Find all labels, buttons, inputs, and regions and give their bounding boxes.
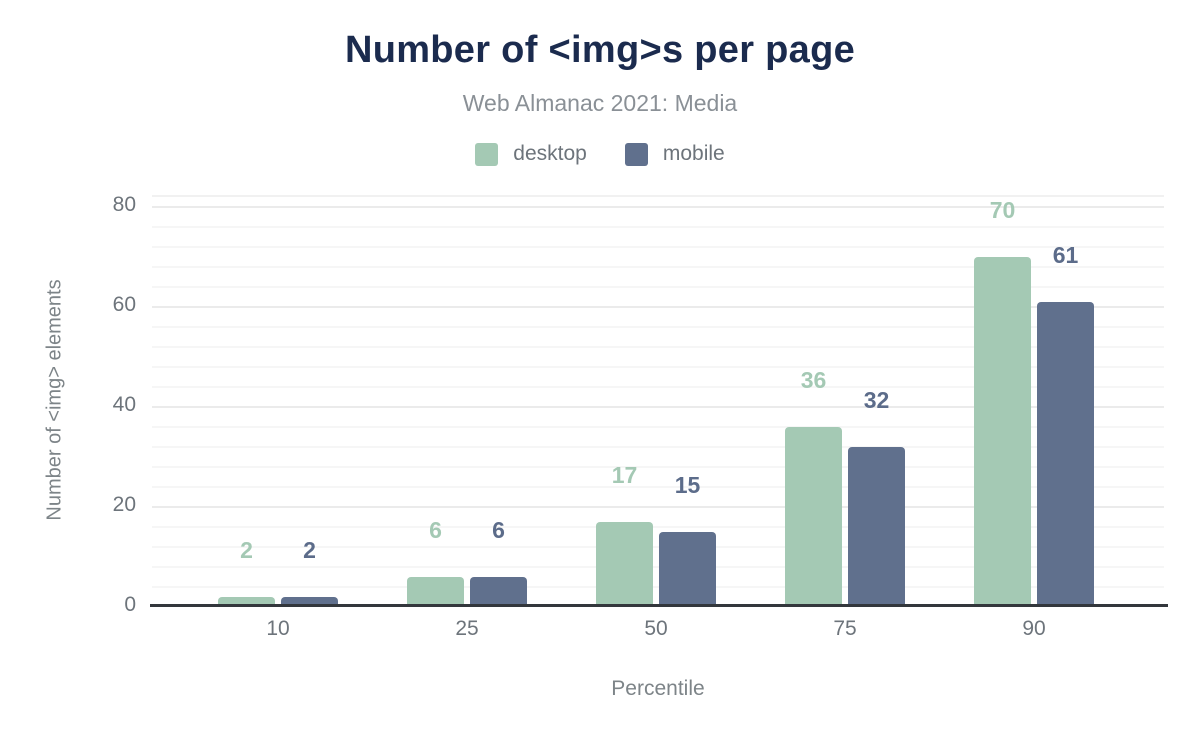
bar-value-desktop-p25: 6 [429, 517, 442, 543]
minor-gridline-28 [152, 466, 1164, 468]
plot-area: 2 2 6 6 17 15 36 32 70 61 [152, 195, 1164, 607]
bar-value-mobile-p25: 6 [492, 517, 505, 543]
bar-desktop-p10[interactable] [218, 597, 275, 607]
bar-value-desktop-p50: 17 [611, 462, 638, 488]
bar-desktop-p90[interactable] [974, 257, 1031, 607]
x-tick-25: 25 [455, 617, 479, 640]
bar-value-mobile-p50: 15 [674, 472, 701, 498]
minor-gridline-44 [152, 386, 1164, 388]
x-tick-75: 75 [833, 617, 857, 640]
minor-gridline-48 [152, 366, 1164, 368]
minor-gridline-16 [152, 526, 1164, 528]
minor-gridline-12 [152, 546, 1164, 548]
legend-swatch-desktop [475, 142, 499, 166]
x-tick-10: 10 [266, 617, 290, 640]
bar-value-mobile-p90: 61 [1052, 242, 1079, 268]
x-tick-90: 90 [1022, 617, 1046, 640]
major-gridline-20 [152, 506, 1164, 508]
chart-subtitle: Web Almanac 2021: Media [462, 90, 738, 116]
bar-value-desktop-p75: 36 [800, 367, 827, 393]
minor-gridline-8 [152, 566, 1164, 568]
bar-mobile-p90[interactable] [1037, 302, 1094, 607]
legend-item-desktop[interactable]: desktop [475, 142, 587, 166]
chart-title: Number of <img>s per page [344, 29, 856, 71]
bar-desktop-p25[interactable] [407, 577, 464, 607]
minor-gridline-68 [152, 266, 1164, 268]
major-gridline-60 [152, 306, 1164, 308]
bar-mobile-p25[interactable] [470, 577, 527, 607]
y-tick-0: 0 [124, 593, 136, 616]
x-axis-title: Percentile [611, 677, 705, 700]
bar-desktop-p75[interactable] [785, 427, 842, 607]
minor-gridline-32 [152, 446, 1164, 448]
minor-gridline-52 [152, 346, 1164, 348]
bar-mobile-p10[interactable] [281, 597, 338, 607]
bar-value-desktop-p10: 2 [240, 537, 253, 563]
minor-gridline-56 [152, 326, 1164, 328]
minor-gridline-64 [152, 286, 1164, 288]
bar-mobile-p50[interactable] [659, 532, 716, 607]
y-tick-40: 40 [112, 393, 136, 416]
minor-gridline-76 [152, 226, 1164, 228]
bar-value-mobile-p10: 2 [303, 537, 316, 563]
minor-gridline-4 [152, 586, 1164, 588]
x-tick-50: 50 [644, 617, 668, 640]
x-axis-line [150, 604, 1168, 607]
bar-value-mobile-p75: 32 [863, 387, 890, 413]
legend-swatch-mobile [624, 142, 648, 166]
major-gridline-80 [152, 206, 1164, 208]
legend-label-desktop: desktop [513, 142, 587, 165]
y-tick-60: 60 [112, 293, 136, 316]
y-tick-20: 20 [112, 493, 136, 516]
bar-mobile-p75[interactable] [848, 447, 905, 607]
minor-gridline-36 [152, 426, 1164, 428]
minor-gridline-72 [152, 246, 1164, 248]
legend-label-mobile: mobile [662, 142, 725, 165]
legend-item-mobile[interactable]: mobile [624, 142, 725, 166]
bar-desktop-p50[interactable] [596, 522, 653, 607]
legend: desktop mobile [0, 142, 1200, 166]
minor-gridline-24 [152, 486, 1164, 488]
major-gridline-40 [152, 406, 1164, 408]
y-tick-80: 80 [112, 193, 136, 216]
bar-value-desktop-p90: 70 [989, 197, 1016, 223]
